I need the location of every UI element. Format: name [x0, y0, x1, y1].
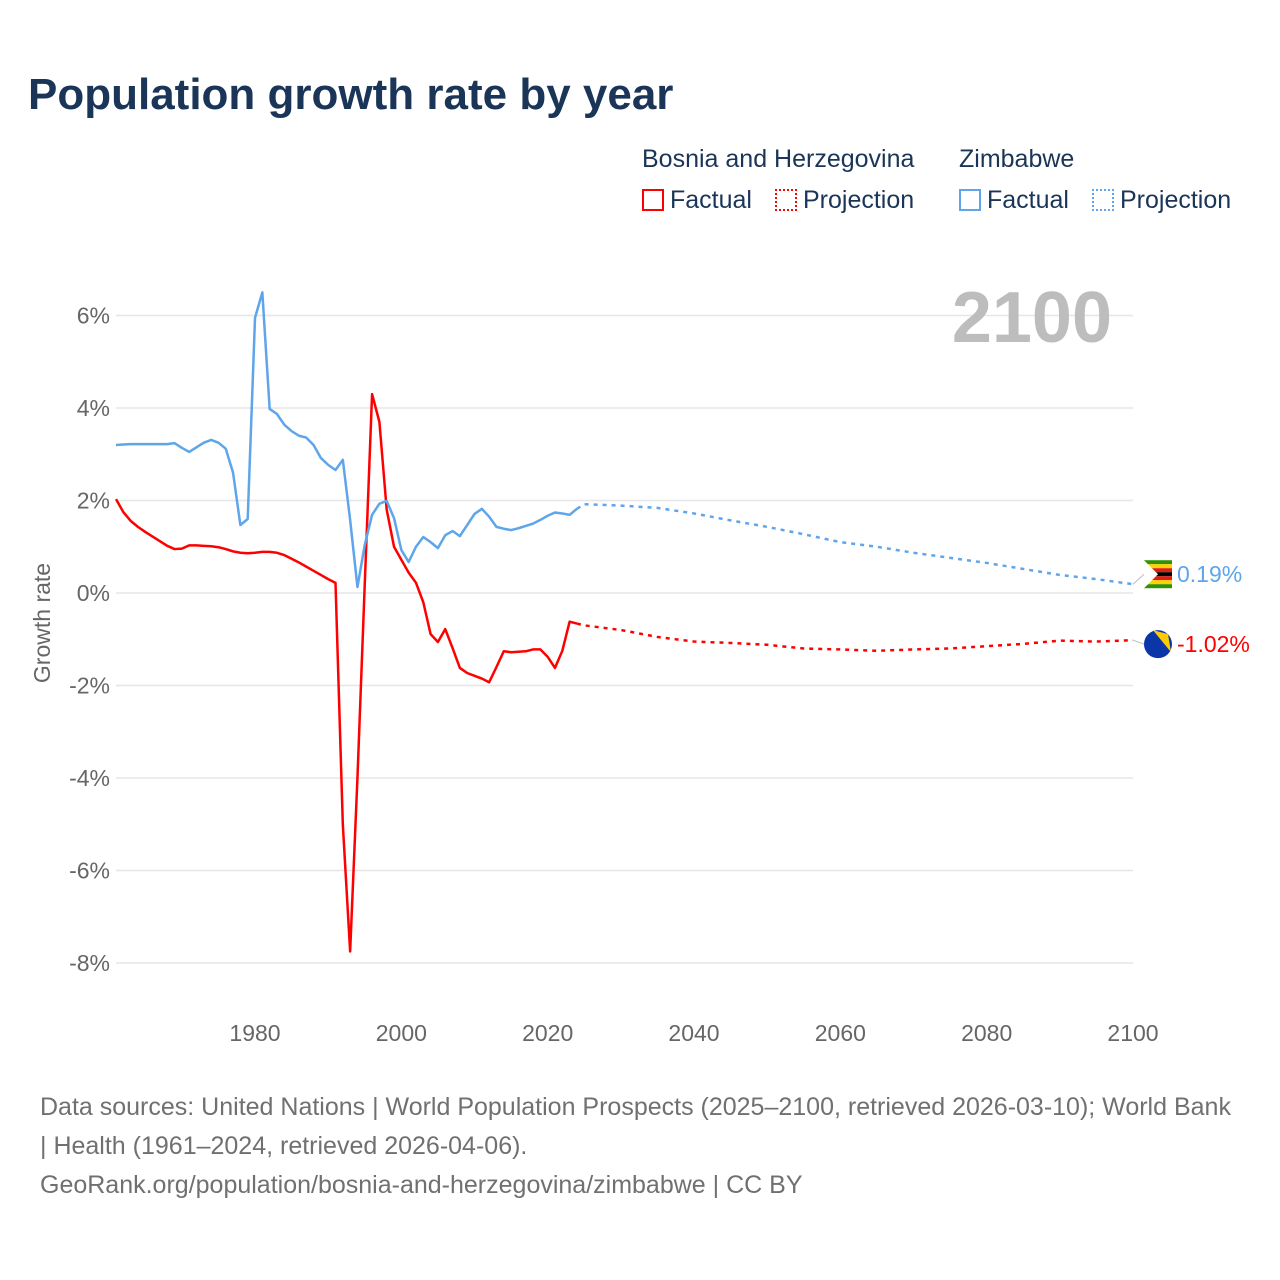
x-tick-label: 2080 [961, 1020, 1012, 1046]
y-tick-label: 2% [77, 488, 110, 514]
flag-triangle [1144, 560, 1158, 589]
source-link[interactable]: GeoRank.org/population/bosnia-and-herzeg… [40, 1171, 803, 1199]
flag-zimbabwe-icon [1144, 560, 1172, 589]
x-tick-label: 2060 [815, 1020, 866, 1046]
flag-stripe [1144, 560, 1172, 565]
legend-label: Factual [670, 186, 752, 214]
flag-stripe [1144, 576, 1172, 581]
series-zimbabwe-factual [115, 291, 578, 589]
flag-stripe [1144, 564, 1172, 569]
y-tick-label: -4% [69, 765, 110, 791]
legend-label: Factual [987, 186, 1069, 214]
flag-triangle [1153, 630, 1171, 653]
end-label-bosnia: -1.02% [1177, 631, 1250, 657]
y-tick-label: 6% [77, 303, 110, 329]
y-tick-label: -2% [69, 673, 110, 699]
end-connector [1132, 639, 1145, 645]
legend-label: Projection [1120, 186, 1232, 214]
y-tick-label: -6% [69, 858, 110, 884]
year-overlay: 2100 [952, 278, 1112, 358]
y-tick-label: 4% [77, 395, 110, 421]
legend-swatch-dotted [775, 189, 797, 211]
series-bosnia-projection [576, 622, 1134, 653]
flag-stripe [1144, 568, 1172, 573]
legend-bosnia-factual[interactable]: Factual [642, 186, 752, 215]
series-zimbabwe-projection [576, 502, 1134, 586]
page-title: Population growth rate by year [28, 70, 674, 119]
legend-swatch-solid [959, 189, 981, 211]
x-tick-label: 2000 [376, 1020, 427, 1046]
legend-swatch-dotted [1092, 189, 1114, 211]
series-bosnia-factual [114, 392, 578, 953]
end-connector [1132, 573, 1145, 585]
y-axis-label: Growth rate [29, 563, 55, 683]
legend-zimbabwe-projection[interactable]: Projection [1092, 186, 1231, 215]
legend-swatch-solid [642, 189, 664, 211]
y-tick-label: 0% [77, 580, 110, 606]
legend-group-title-bosnia: Bosnia and Herzegovina [642, 145, 915, 173]
data-sources: Data sources: United Nations | World Pop… [40, 1093, 1231, 1160]
legend-zimbabwe-factual[interactable]: Factual [959, 186, 1069, 215]
x-tick-label: 2020 [522, 1020, 573, 1046]
legend-group-title-zimbabwe: Zimbabwe [959, 145, 1075, 173]
line-chart: 6% 4% 2% 0% -2% -4% -6% -8% 1980 2000 2020 2040 2060… [29, 278, 1250, 1046]
flag-bosnia-icon [1144, 630, 1172, 659]
legend-bosnia-projection[interactable]: Projection [775, 186, 914, 215]
flag-stripe [1144, 584, 1172, 589]
x-tick-label: 2040 [668, 1020, 719, 1046]
legend-label: Projection [803, 186, 915, 214]
footer: Data sources: United Nations | World Pop… [40, 1088, 1240, 1205]
x-tick-label: 2100 [1107, 1020, 1158, 1046]
flag-stripe [1144, 580, 1172, 585]
x-tick-label: 1980 [229, 1020, 280, 1046]
y-tick-label: -8% [69, 950, 110, 976]
end-label-zimbabwe: 0.19% [1177, 561, 1242, 587]
